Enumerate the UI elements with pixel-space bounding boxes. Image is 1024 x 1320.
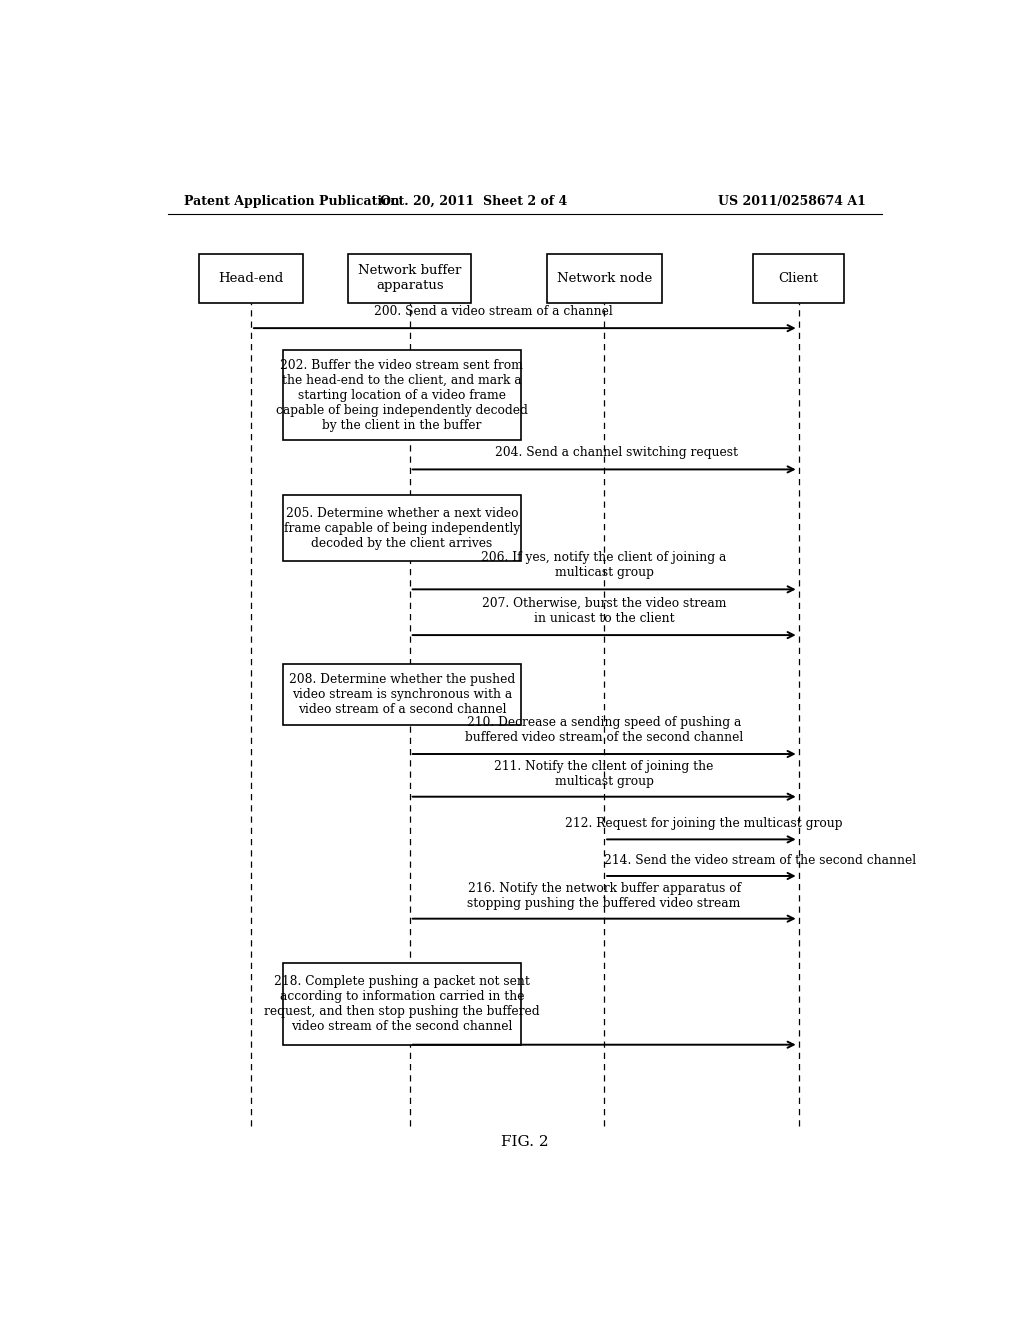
Text: 202. Buffer the video stream sent from
the head-end to the client, and mark a
st: 202. Buffer the video stream sent from t…	[275, 359, 527, 432]
Text: Network node: Network node	[556, 272, 652, 285]
Bar	[753, 253, 844, 302]
Text: 208. Determine whether the pushed
video stream is synchronous with a
video strea: 208. Determine whether the pushed video …	[289, 673, 515, 715]
Text: Patent Application Publication: Patent Application Publication	[183, 194, 399, 207]
Bar	[283, 964, 521, 1044]
Text: 207. Otherwise, burst the video stream
in unicast to the client: 207. Otherwise, burst the video stream i…	[482, 597, 726, 624]
Bar	[283, 664, 521, 725]
Text: Head-end: Head-end	[218, 272, 284, 285]
Text: 218. Complete pushing a packet not sent
according to information carried in the
: 218. Complete pushing a packet not sent …	[264, 975, 540, 1034]
Text: 206. If yes, notify the client of joining a
multicast group: 206. If yes, notify the client of joinin…	[481, 552, 727, 579]
Bar	[348, 253, 471, 302]
Text: US 2011/0258674 A1: US 2011/0258674 A1	[718, 194, 866, 207]
Bar	[283, 495, 521, 561]
Text: 211. Notify the client of joining the
multicast group: 211. Notify the client of joining the mu…	[495, 759, 714, 788]
Text: Client: Client	[778, 272, 818, 285]
Text: 204. Send a channel switching request: 204. Send a channel switching request	[495, 446, 737, 459]
Text: 212. Request for joining the multicast group: 212. Request for joining the multicast g…	[564, 817, 842, 830]
Bar	[200, 253, 303, 302]
Bar	[547, 253, 662, 302]
Text: 200. Send a video stream of a channel: 200. Send a video stream of a channel	[374, 305, 612, 318]
Text: Network buffer
apparatus: Network buffer apparatus	[358, 264, 462, 292]
Text: FIG. 2: FIG. 2	[501, 1135, 549, 1150]
Text: Oct. 20, 2011  Sheet 2 of 4: Oct. 20, 2011 Sheet 2 of 4	[380, 194, 567, 207]
Text: 205. Determine whether a next video
frame capable of being independently
decoded: 205. Determine whether a next video fram…	[284, 507, 520, 550]
Text: 210. Decrease a sending speed of pushing a
buffered video stream of the second c: 210. Decrease a sending speed of pushing…	[465, 715, 743, 744]
Bar	[283, 351, 521, 440]
Text: 214. Send the video stream of the second channel: 214. Send the video stream of the second…	[604, 854, 916, 867]
Text: 216. Notify the network buffer apparatus of
stopping pushing the buffered video : 216. Notify the network buffer apparatus…	[468, 882, 740, 909]
